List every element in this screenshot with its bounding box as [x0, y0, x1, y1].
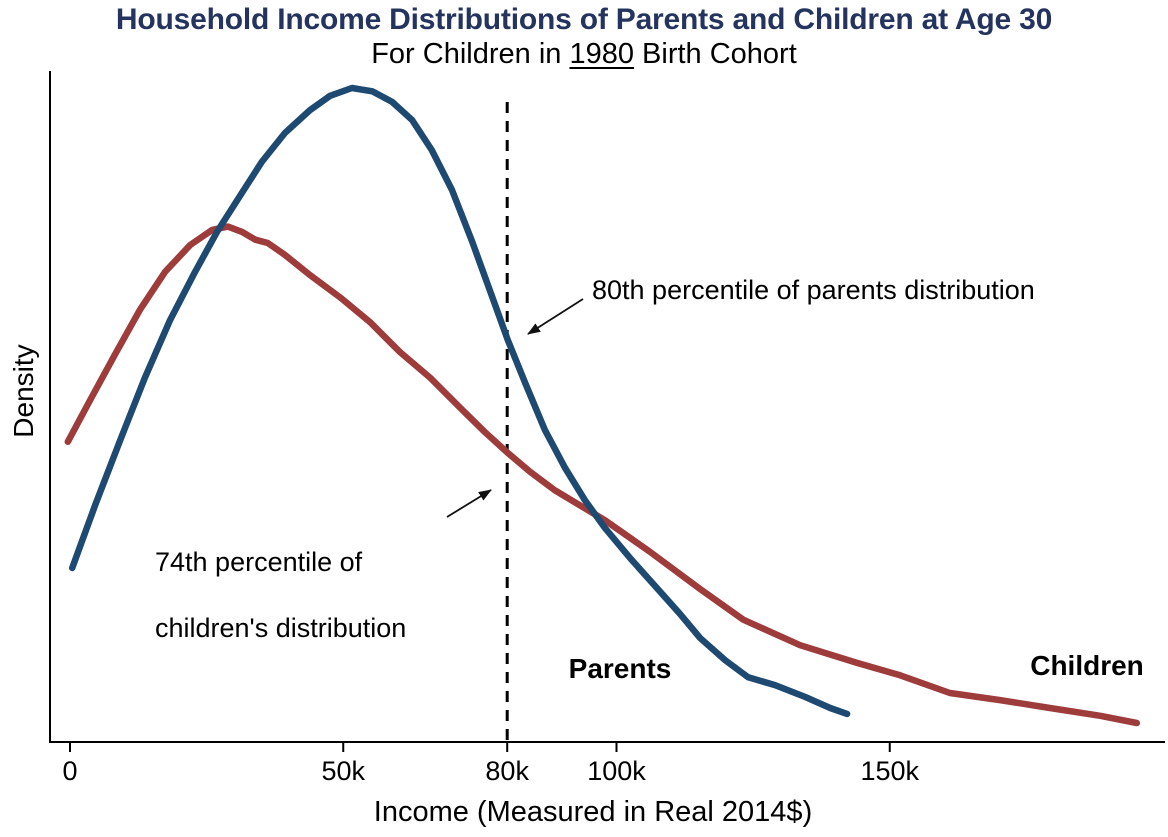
- x-tick-label: 80k: [485, 756, 529, 786]
- chart-title: Household Income Distributions of Parent…: [115, 3, 1053, 36]
- x-tick-label: 100k: [587, 756, 646, 786]
- children-percentile-arrow: [446, 489, 492, 518]
- x-axis-label: Income (Measured in Real 2014$): [373, 796, 813, 828]
- x-tick-labels: 0 50k 80k 100k 150k: [0, 756, 1168, 796]
- x-tick-label: 0: [62, 756, 78, 786]
- parents-percentile-arrow: [527, 298, 584, 335]
- chart-subtitle: For Children in 1980 Birth Cohort: [0, 38, 1168, 71]
- subtitle-prefix: For Children in: [371, 38, 570, 70]
- children-percentile-annotation: 74th percentile of children's distributi…: [155, 513, 406, 678]
- children-series-label: Children: [1030, 650, 1144, 681]
- x-tick-label: 150k: [860, 756, 920, 786]
- subtitle-year-underlined: 1980: [569, 38, 634, 70]
- parents-percentile-annotation: 80th percentile of parents distribution: [592, 275, 1035, 305]
- parents-density-curve: [68, 84, 851, 718]
- children-percentile-line2: children's distribution: [155, 613, 407, 643]
- subtitle-suffix: Birth Cohort: [633, 38, 797, 70]
- parents-series-label: Parents: [568, 653, 672, 684]
- children-percentile-line1: 74th percentile of: [155, 547, 363, 577]
- x-tick-label: 50k: [321, 756, 366, 786]
- children-density-curve: [64, 223, 1141, 727]
- y-axis-label: Density: [8, 344, 39, 438]
- x-tick-marks: [69, 742, 891, 752]
